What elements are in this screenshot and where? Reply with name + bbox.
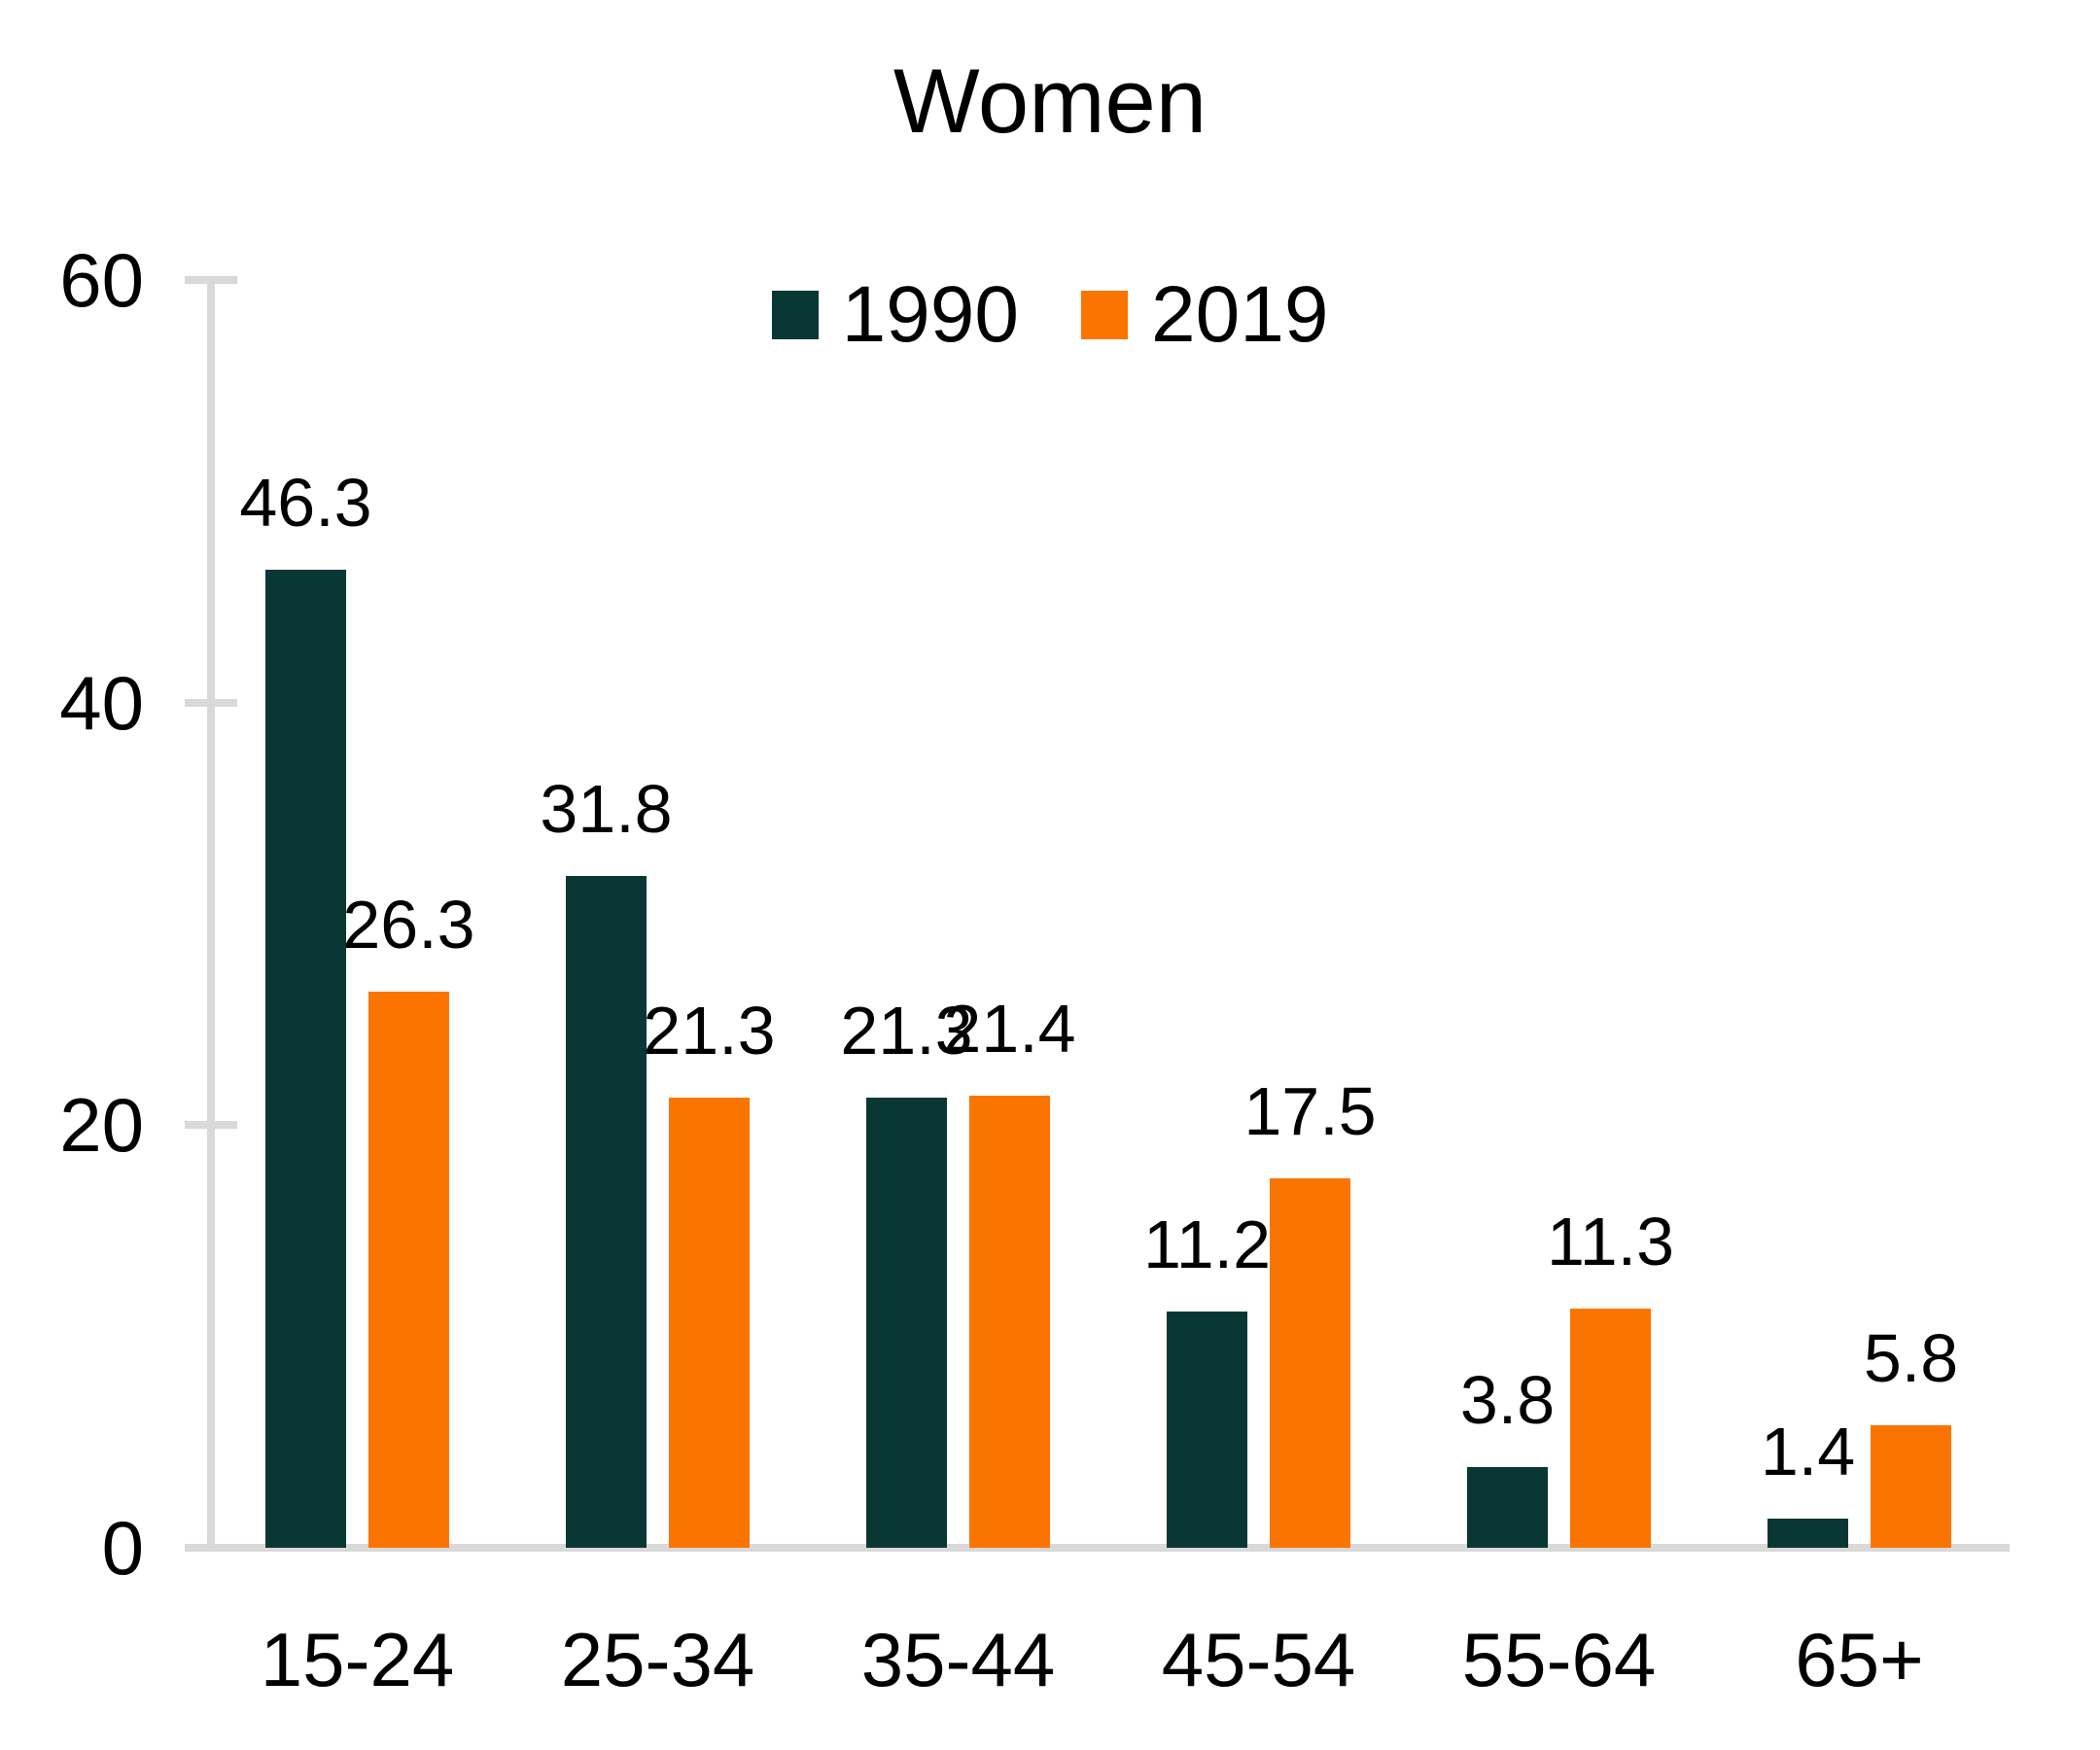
bar-2019-15-24: [368, 992, 449, 1548]
x-axis-label-25-34: 25-34: [560, 1617, 755, 1702]
bar-2019-55-64: [1570, 1309, 1651, 1548]
y-axis-line: [207, 276, 215, 1552]
bar-2019-65+: [1871, 1424, 1951, 1548]
y-axis-label: 60: [59, 237, 144, 323]
value-label-1990-45-54: 11.2: [1142, 1206, 1272, 1282]
bar-2019-25-34: [669, 1098, 750, 1548]
value-label-2019-55-64: 11.3: [1546, 1204, 1675, 1280]
legend-item-1990: 1990: [771, 270, 1019, 359]
x-axis-label-65+: 65+: [1795, 1617, 1924, 1702]
legend-label-2019: 2019: [1151, 270, 1329, 359]
value-label-1990-15-24: 46.3: [239, 464, 372, 541]
y-axis-tick: [185, 1121, 237, 1130]
bar-2019-35-44: [969, 1095, 1050, 1548]
x-axis-label-55-64: 55-64: [1461, 1617, 1657, 1702]
bar-1990-55-64: [1467, 1467, 1548, 1548]
value-label-1990-35-44: 21.3: [840, 993, 973, 1069]
y-axis-tick: [185, 1544, 237, 1552]
legend: 1990 2019: [0, 275, 2100, 355]
value-label-2019-65+: 5.8: [1863, 1319, 1959, 1396]
value-label-2019-15-24: 26.3: [342, 887, 475, 963]
y-axis-label: 40: [59, 659, 144, 746]
value-label-1990-65+: 1.4: [1760, 1413, 1856, 1489]
legend-item-2019: 2019: [1081, 275, 1328, 355]
bar-1990-45-54: [1167, 1311, 1247, 1548]
bar-1990-15-24: [265, 569, 346, 1548]
y-axis-label: 20: [59, 1082, 144, 1169]
legend-label-1990: 1990: [841, 270, 1019, 359]
y-axis-tick: [185, 698, 237, 707]
x-axis-label-15-24: 15-24: [260, 1617, 455, 1702]
value-label-2019-25-34: 21.3: [643, 993, 776, 1069]
value-label-1990-25-34: 31.8: [540, 770, 673, 847]
y-axis-tick: [185, 276, 237, 284]
value-label-1990-55-64: 3.8: [1459, 1362, 1556, 1439]
x-axis-line: [185, 1544, 2010, 1552]
bar-1990-25-34: [566, 875, 647, 1548]
bar-1990-65+: [1768, 1518, 1848, 1548]
chart-title: Women: [892, 50, 1208, 152]
value-label-2019-45-54: 17.5: [1243, 1072, 1377, 1149]
value-label-2019-35-44: 21.4: [943, 990, 1076, 1067]
x-axis-label-45-54: 45-54: [1161, 1617, 1356, 1702]
y-axis-label: 0: [101, 1505, 144, 1591]
bar-1990-35-44: [866, 1098, 947, 1548]
bar-2019-45-54: [1270, 1177, 1350, 1548]
x-axis-label-35-44: 35-44: [860, 1617, 1056, 1702]
legend-swatch-2019: [1081, 291, 1128, 339]
legend-swatch-1990: [771, 291, 819, 339]
